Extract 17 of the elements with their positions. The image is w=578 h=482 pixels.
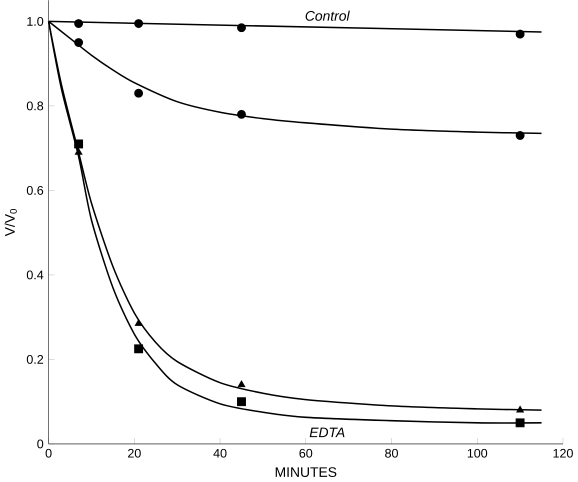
x-tick-label: 0 — [46, 449, 52, 458]
x-tick-label: 20 — [128, 449, 141, 458]
annotation: EDTA — [310, 428, 344, 438]
y-axis-title: V/V$_{0}$ — [4, 209, 17, 236]
y-tick-label: 0.4 — [26, 270, 44, 280]
annotation: Control — [306, 10, 350, 21]
y-tick-label: 0.8 — [26, 102, 44, 111]
x-tick-label: 80 — [385, 449, 398, 458]
y-tick-label: 0 — [37, 440, 44, 449]
y-tick-label: 0.6 — [26, 186, 44, 196]
x-axis-title: MINUTES — [276, 467, 336, 478]
x-tick-label: 120 — [554, 449, 573, 458]
x-tick-label: 100 — [468, 449, 488, 458]
x-tick-label: 60 — [299, 449, 312, 458]
y-tick-label: 1.0 — [27, 17, 44, 26]
x-tick-label: 40 — [213, 449, 227, 458]
y-tick-label: 0.2 — [26, 355, 44, 364]
